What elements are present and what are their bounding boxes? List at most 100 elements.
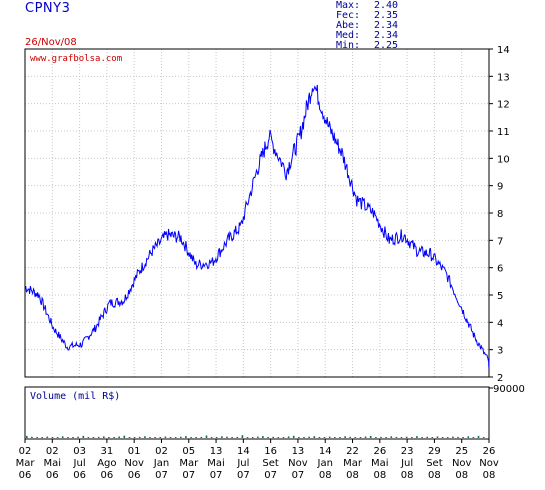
y-tick-label: 4 [497, 318, 503, 329]
x-tick-label-year: 06 [46, 470, 59, 481]
volume-bar [97, 436, 100, 438]
volume-bar [200, 436, 203, 438]
stat-row-min: Min: 2.25 [336, 41, 398, 51]
y-tick-label: 14 [497, 45, 510, 56]
volume-bar [287, 436, 290, 438]
volume-bar [405, 436, 408, 438]
volume-bar [472, 437, 475, 438]
stat-label: Abe: [336, 20, 361, 31]
volume-bar [318, 437, 321, 438]
volume-bar [431, 437, 434, 438]
volume-bar [154, 437, 156, 438]
x-tick-label-month: Mar [343, 458, 363, 469]
stats-box: Max: 2.40 Fec: 2.35 Abe: 2.34 Med: 2.34 Min:… [336, 1, 398, 51]
stat-value: 2.34 [374, 20, 399, 31]
stat-value: 2.40 [374, 0, 399, 11]
volume-bar [400, 437, 403, 438]
volume-bar [56, 437, 59, 438]
x-tick-label-year: 08 [428, 470, 441, 481]
volume-y-axis: 90000 [489, 384, 525, 395]
x-tick-label-day: 02 [155, 446, 168, 457]
volume-bar [215, 437, 218, 438]
volume-bar [231, 437, 233, 438]
volume-bar [436, 436, 439, 438]
volume-bar [380, 436, 382, 438]
x-tick-label-day: 16 [264, 446, 277, 457]
stat-row-max: Max: 2.40 [336, 1, 398, 11]
volume-frame [24, 386, 490, 440]
volume-bar [92, 437, 95, 438]
volume-bar [26, 435, 28, 438]
y-tick-label: 2 [497, 373, 503, 384]
volume-bar [364, 436, 367, 438]
x-tick-label-month: Mai [44, 458, 62, 469]
volume-bar [87, 437, 90, 438]
x-tick-label-month: Jan [153, 458, 169, 469]
x-tick-label-day: 14 [319, 446, 332, 457]
volume-bar [395, 436, 398, 438]
y-tick-label: 12 [497, 100, 510, 111]
x-tick-label-year: 07 [264, 470, 277, 481]
volume-bar [282, 437, 285, 438]
x-tick-label-year: 08 [373, 470, 386, 481]
stat-row-open: Abe: 2.34 [336, 21, 398, 31]
x-tick-label-month: Jul [73, 458, 86, 469]
x-tick-label-day: 26 [483, 446, 496, 457]
volume-bar [339, 437, 341, 438]
volume-bar [446, 437, 449, 438]
x-tick-label-day: 26 [373, 446, 386, 457]
volume-bar [113, 437, 115, 438]
x-tick-label-day: 03 [73, 446, 86, 457]
volume-bar [61, 436, 64, 438]
volume-bar [149, 437, 151, 438]
y-tick-label: 9 [497, 182, 503, 193]
volume-bar [190, 437, 192, 438]
x-tick-label-day: 31 [101, 446, 114, 457]
y-tick-label: 10 [497, 154, 510, 165]
x-tick-label-year: 08 [346, 470, 359, 481]
volume-bar [267, 437, 269, 438]
y-tick-label: 5 [497, 291, 503, 302]
volume-bar [277, 437, 280, 438]
volume-bar [421, 437, 423, 438]
volume-bar [323, 437, 326, 438]
volume-bar [457, 436, 459, 438]
x-tick-label-day: 25 [455, 446, 468, 457]
volume-bar [246, 437, 249, 438]
volume-bar [251, 437, 254, 438]
volume-bar [334, 437, 336, 438]
x-tick-label-year: 08 [319, 470, 332, 481]
x-tick-label-month: Mar [179, 458, 199, 469]
x-tick-label-day: 13 [292, 446, 305, 457]
stat-label: Fec: [336, 10, 361, 21]
x-tick-label-year: 08 [455, 470, 468, 481]
volume-bar [205, 435, 208, 438]
x-tick-label-day: 05 [182, 446, 195, 457]
price-series-line [24, 84, 490, 370]
volume-bar [138, 436, 141, 438]
x-tick-label-month: Mai [207, 458, 225, 469]
volume-bar [108, 437, 110, 438]
x-tick-label-year: 07 [182, 470, 195, 481]
volume-bar [426, 436, 428, 438]
volume-bar [390, 436, 393, 438]
x-tick-label-year: 07 [155, 470, 168, 481]
volume-bar [36, 437, 38, 438]
volume-y-tick-label: 90000 [493, 384, 525, 395]
volume-bar [257, 436, 259, 438]
x-tick-label-year: 08 [401, 470, 414, 481]
volume-bar [385, 437, 387, 438]
volume-bar [41, 437, 43, 438]
stat-value: 2.25 [374, 40, 399, 51]
volume-bar [462, 437, 464, 438]
volume-bar [103, 436, 105, 438]
volume-bar [210, 437, 213, 438]
ticker-symbol: CPNY3 [25, 1, 71, 16]
y-tick-label: 3 [497, 346, 503, 357]
volume-bars [26, 435, 485, 438]
x-tick-label-year: 07 [292, 470, 305, 481]
volume-bar [349, 436, 351, 438]
volume-bar [164, 436, 167, 438]
volume-bar [174, 437, 177, 438]
